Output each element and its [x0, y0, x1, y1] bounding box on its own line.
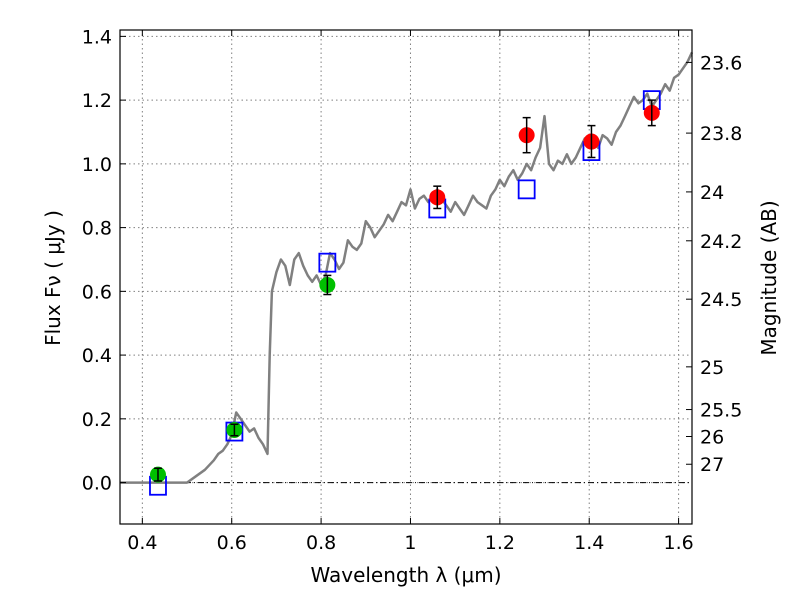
y-tick-label: 1.2 [82, 90, 112, 112]
y-tick-label: 0.0 [82, 473, 112, 495]
tick-labels-layer: 0.4 0.6 0.8 1 1.2 1.4 1.6 0.0 0.2 0.4 0.6 0.8 1.0 1.2… [82, 26, 743, 554]
magnitude-tick-label: 24 [700, 182, 724, 204]
x-tick-label: 0.4 [127, 532, 157, 554]
model-photometry-square [318, 252, 337, 273]
y-axis-label-left: Flux Fν ( μJy ) [41, 210, 65, 346]
magnitude-tick-label: 27 [700, 454, 724, 476]
x-tick-label: 0.6 [217, 532, 247, 554]
x-tick-label: 1 [404, 532, 416, 554]
y-tick-label: 1.4 [82, 26, 112, 48]
x-tick-label: 0.8 [306, 532, 336, 554]
model-photometry-square [517, 179, 536, 200]
x-tick-label: 1.2 [485, 532, 515, 554]
magnitude-tick-label: 25.5 [700, 400, 742, 422]
y-axis-label-right: Magnitude (AB) [757, 200, 781, 355]
magnitude-tick-label: 23.8 [700, 123, 742, 145]
model-photometry-layer [149, 90, 661, 496]
ticks-layer [120, 30, 692, 524]
observed-points-layer [149, 99, 660, 483]
magnitude-tick-label: 25 [700, 357, 724, 379]
magnitude-tick-label: 23.6 [700, 52, 742, 74]
plot-frame [119, 29, 693, 525]
y-tick-label: 0.2 [82, 409, 112, 431]
y-tick-label: 0.4 [82, 345, 112, 367]
x-tick-label: 1.4 [574, 532, 604, 554]
y-tick-label: 0.8 [82, 218, 112, 240]
y-tick-label: 0.6 [82, 281, 112, 303]
magnitude-tick-label: 24.5 [700, 289, 742, 311]
y-tick-label: 1.0 [82, 154, 112, 176]
x-axis-label: Wavelength λ (μm) [310, 563, 501, 587]
magnitude-tick-label: 24.2 [700, 231, 742, 253]
x-tick-label: 1.6 [663, 532, 693, 554]
magnitude-tick-label: 26 [700, 427, 724, 449]
